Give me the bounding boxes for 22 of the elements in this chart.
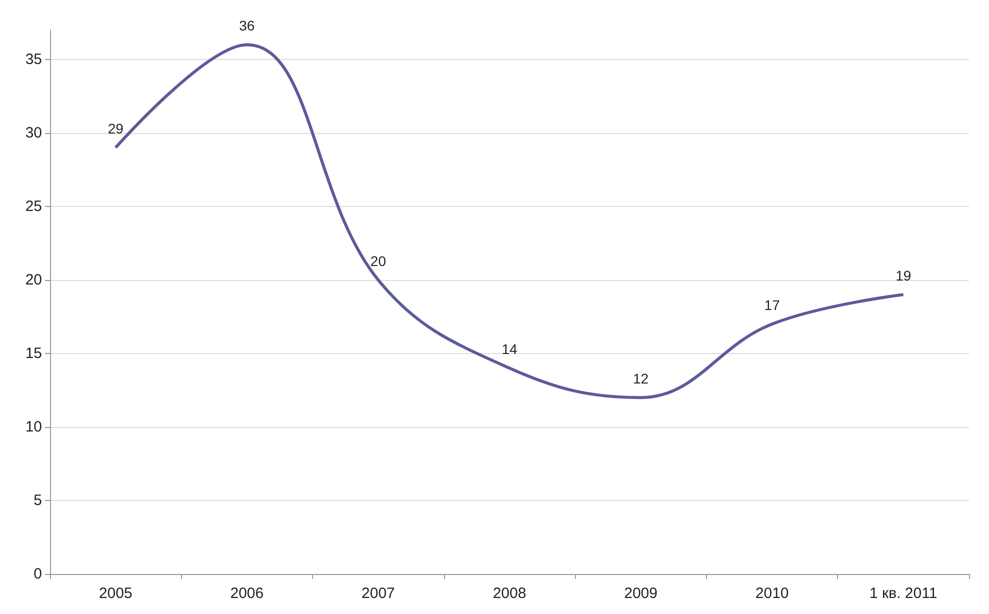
data-label: 19 [896,268,912,284]
data-label: 14 [502,341,518,358]
y-tick-label: 25 [25,198,42,215]
data-label: 12 [632,370,649,387]
x-tick-label: 1 кв. 2011 [870,585,938,602]
y-tick-label: 30 [25,124,42,142]
x-tick-label: 2006 [230,585,264,602]
data-label: 36 [239,18,255,34]
y-tick-label: 15 [25,344,42,362]
y-tick-label: 0 [34,566,42,582]
data-label: 20 [370,252,386,269]
data-label: 29 [108,120,124,137]
y-tick-label: 5 [34,492,42,509]
x-tick-label: 2008 [492,585,526,602]
y-tick-label: 10 [25,418,42,436]
x-tick-label: 2009 [624,585,658,602]
y-tick-label: 35 [25,50,42,68]
y-tick-label: 20 [25,271,42,288]
x-tick-label: 2007 [362,585,395,602]
data-label: 17 [764,297,780,314]
x-tick-label: 2005 [98,585,132,602]
x-tick-label: 2010 [755,585,789,602]
